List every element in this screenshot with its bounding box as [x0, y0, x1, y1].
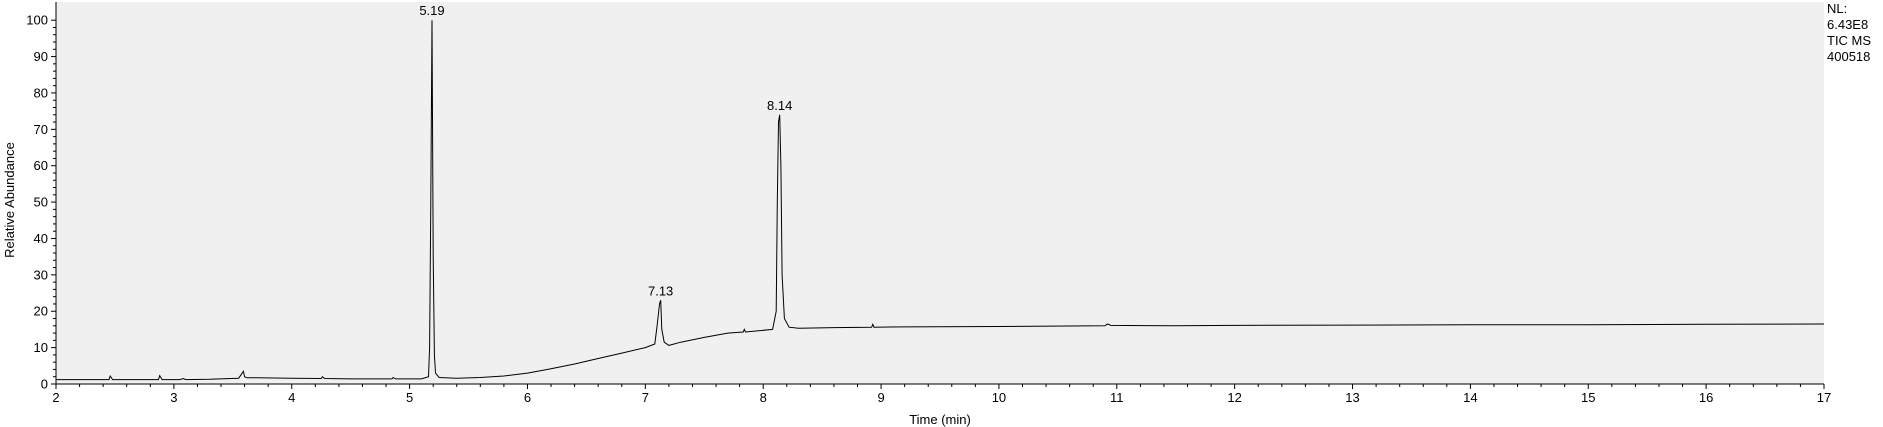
peak-label: 8.14 [767, 98, 792, 113]
y-tick-label: 40 [34, 231, 48, 246]
x-tick-label: 6 [524, 390, 531, 405]
y-tick-label: 80 [34, 85, 48, 100]
x-tick-label: 17 [1817, 390, 1831, 405]
peak-label: 5.19 [419, 3, 444, 18]
x-tick-label: 7 [642, 390, 649, 405]
x-tick-label: 3 [170, 390, 177, 405]
normalization-info: NL: 6.43E8 TIC MS 400518 [1827, 1, 1871, 65]
y-tick-label: 30 [34, 267, 48, 282]
y-tick-label: 70 [34, 122, 48, 137]
y-tick-label: 20 [34, 304, 48, 319]
x-axis-title: Time (min) [909, 412, 971, 427]
x-tick-label: 11 [1110, 390, 1124, 405]
y-tick-label: 0 [41, 377, 48, 392]
x-tick-label: 12 [1227, 390, 1241, 405]
tic-trace [56, 20, 1825, 381]
y-tick-label: 90 [34, 49, 48, 64]
y-axis: 0 10 20 30 40 50 60 70 80 90 100 [26, 2, 57, 392]
sample-id: 400518 [1827, 49, 1871, 64]
x-tick-label: 10 [992, 390, 1006, 405]
scan-filter: TIC MS [1827, 33, 1872, 48]
x-tick-label: 14 [1463, 390, 1477, 405]
x-tick-label: 16 [1699, 390, 1713, 405]
y-tick-label: 100 [26, 13, 48, 28]
x-tick-label: 9 [877, 390, 884, 405]
x-tick-label: 5 [406, 390, 413, 405]
y-tick-label: 50 [34, 195, 48, 210]
y-axis-title: Relative Abundance [2, 142, 17, 258]
peak-labels: 5.19 7.13 8.14 [419, 3, 792, 298]
y-tick-label: 10 [34, 340, 48, 355]
nl-value: 6.43E8 [1827, 17, 1869, 32]
x-tick-label: 4 [288, 390, 295, 405]
x-tick-label: 2 [52, 390, 59, 405]
y-tick-label: 60 [34, 158, 48, 173]
x-axis: 2 3 4 5 6 7 8 9 10 11 12 13 14 15 16 17 [52, 383, 1831, 405]
x-tick-label: 13 [1345, 390, 1359, 405]
nl-label: NL: [1827, 1, 1848, 16]
x-tick-label: 8 [760, 390, 767, 405]
x-tick-label: 15 [1581, 390, 1595, 405]
peak-label: 7.13 [648, 283, 673, 298]
plot-area [56, 2, 1824, 384]
